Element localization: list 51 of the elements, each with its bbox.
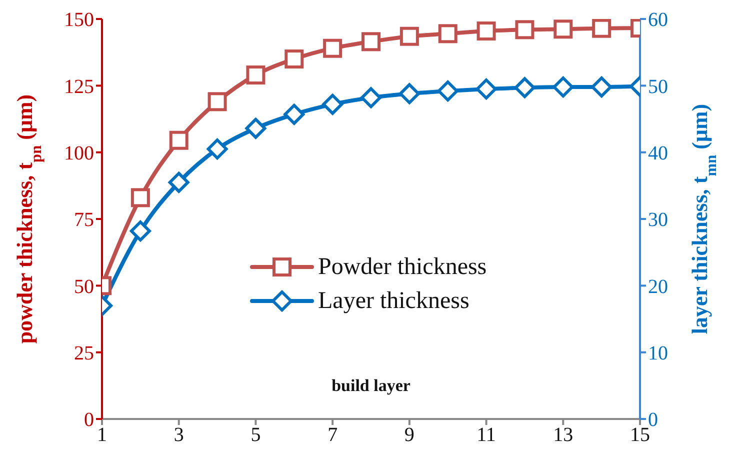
point	[515, 20, 534, 40]
point	[206, 138, 228, 160]
point	[246, 66, 266, 84]
point	[323, 38, 342, 58]
y-tick-label: 50	[74, 276, 94, 298]
x-tick-label: 11	[476, 424, 496, 446]
x-tick-label: 5	[250, 424, 261, 446]
point	[284, 104, 305, 125]
x-tick-label: 13	[553, 424, 574, 446]
x-axis-title: build layer	[332, 376, 411, 395]
y2-tick-label: 30	[648, 209, 668, 232]
y-tick-label: 100	[64, 142, 94, 164]
point	[284, 50, 304, 68]
y2-tick-label: 10	[648, 342, 668, 364]
legend-label: Layer thickness	[318, 288, 470, 314]
point	[437, 80, 458, 102]
point	[476, 22, 496, 40]
x-tick-label: 9	[404, 424, 414, 446]
x-tick-label: 7	[328, 424, 338, 446]
point	[360, 87, 382, 108]
point	[322, 94, 344, 115]
x-tick-label: 15	[630, 424, 650, 446]
y2-tick-label: 0	[648, 409, 658, 432]
point	[130, 220, 151, 242]
y2-tick-label: 50	[648, 76, 668, 98]
x-tick-label: 3	[174, 424, 184, 446]
y2-tick-label: 40	[648, 142, 668, 164]
legend-label: Powder thickness	[318, 254, 487, 280]
point	[398, 83, 420, 104]
y2-tick-label: 20	[648, 276, 668, 298]
point	[438, 24, 458, 44]
point	[169, 130, 188, 150]
point	[554, 20, 573, 39]
y-tick-label: 125	[64, 76, 94, 98]
point	[592, 19, 612, 38]
point	[591, 76, 612, 98]
x-tick-label: 1	[97, 424, 107, 446]
point	[400, 26, 419, 46]
point	[130, 188, 150, 208]
point	[362, 32, 380, 52]
point	[476, 78, 497, 100]
y-tick-label: 150	[64, 9, 94, 32]
y2-tick-label: 60	[648, 9, 668, 32]
y-tick-label: 0	[84, 409, 94, 432]
point	[208, 92, 227, 112]
y-tick-label: 25	[74, 342, 94, 364]
point	[514, 77, 536, 98]
point	[552, 76, 574, 98]
y-tick-label: 75	[74, 209, 94, 232]
point	[168, 172, 190, 193]
point	[245, 118, 266, 139]
